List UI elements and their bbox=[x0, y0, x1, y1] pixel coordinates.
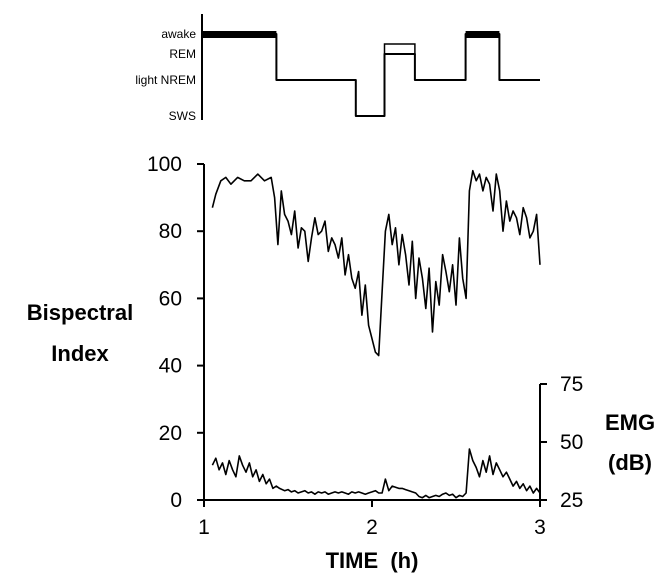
awake-bar-0 bbox=[202, 31, 277, 38]
x-tick-label-3: 3 bbox=[534, 516, 546, 539]
left-tick-label-80: 80 bbox=[159, 220, 182, 243]
right-tick-label-25: 25 bbox=[560, 489, 583, 512]
right-y-label-line1: EMG bbox=[605, 410, 655, 435]
emg-trace bbox=[211, 448, 541, 499]
left-y-label-line2: Index bbox=[51, 341, 109, 366]
left-tick-label-40: 40 bbox=[159, 355, 182, 378]
x-axis-label: TIME (h) bbox=[326, 548, 419, 573]
right-tick-label-50: 50 bbox=[560, 431, 583, 454]
x-tick-label-1: 1 bbox=[198, 516, 210, 539]
rem-box bbox=[383, 43, 416, 55]
stage-label-rem: REM bbox=[169, 47, 196, 61]
bispectral-index-trace bbox=[211, 169, 541, 357]
left-tick-label-100: 100 bbox=[147, 153, 182, 176]
left-tick-label-0: 0 bbox=[170, 489, 182, 512]
right-y-label-line2: (dB) bbox=[608, 450, 652, 475]
stage-label-light-nrem: light NREM bbox=[135, 73, 196, 87]
hypnogram-panel: awake REM light NREM SWS bbox=[135, 14, 540, 123]
awake-bar-5 bbox=[465, 31, 500, 38]
hypnogram-trace bbox=[202, 33, 540, 117]
left-tick-label-20: 20 bbox=[159, 422, 182, 445]
right-tick-label-75: 75 bbox=[560, 373, 583, 396]
stage-label-sws: SWS bbox=[169, 109, 196, 123]
left-y-label-line1: Bispectral bbox=[27, 300, 133, 325]
x-tick-label-2: 2 bbox=[366, 516, 378, 539]
left-tick-label-60: 60 bbox=[159, 287, 182, 310]
main-panel: 0 20 40 60 80 100 25 50 75 1 2 3 Bispectral Index… bbox=[27, 153, 655, 573]
stage-label-awake: awake bbox=[161, 27, 196, 41]
